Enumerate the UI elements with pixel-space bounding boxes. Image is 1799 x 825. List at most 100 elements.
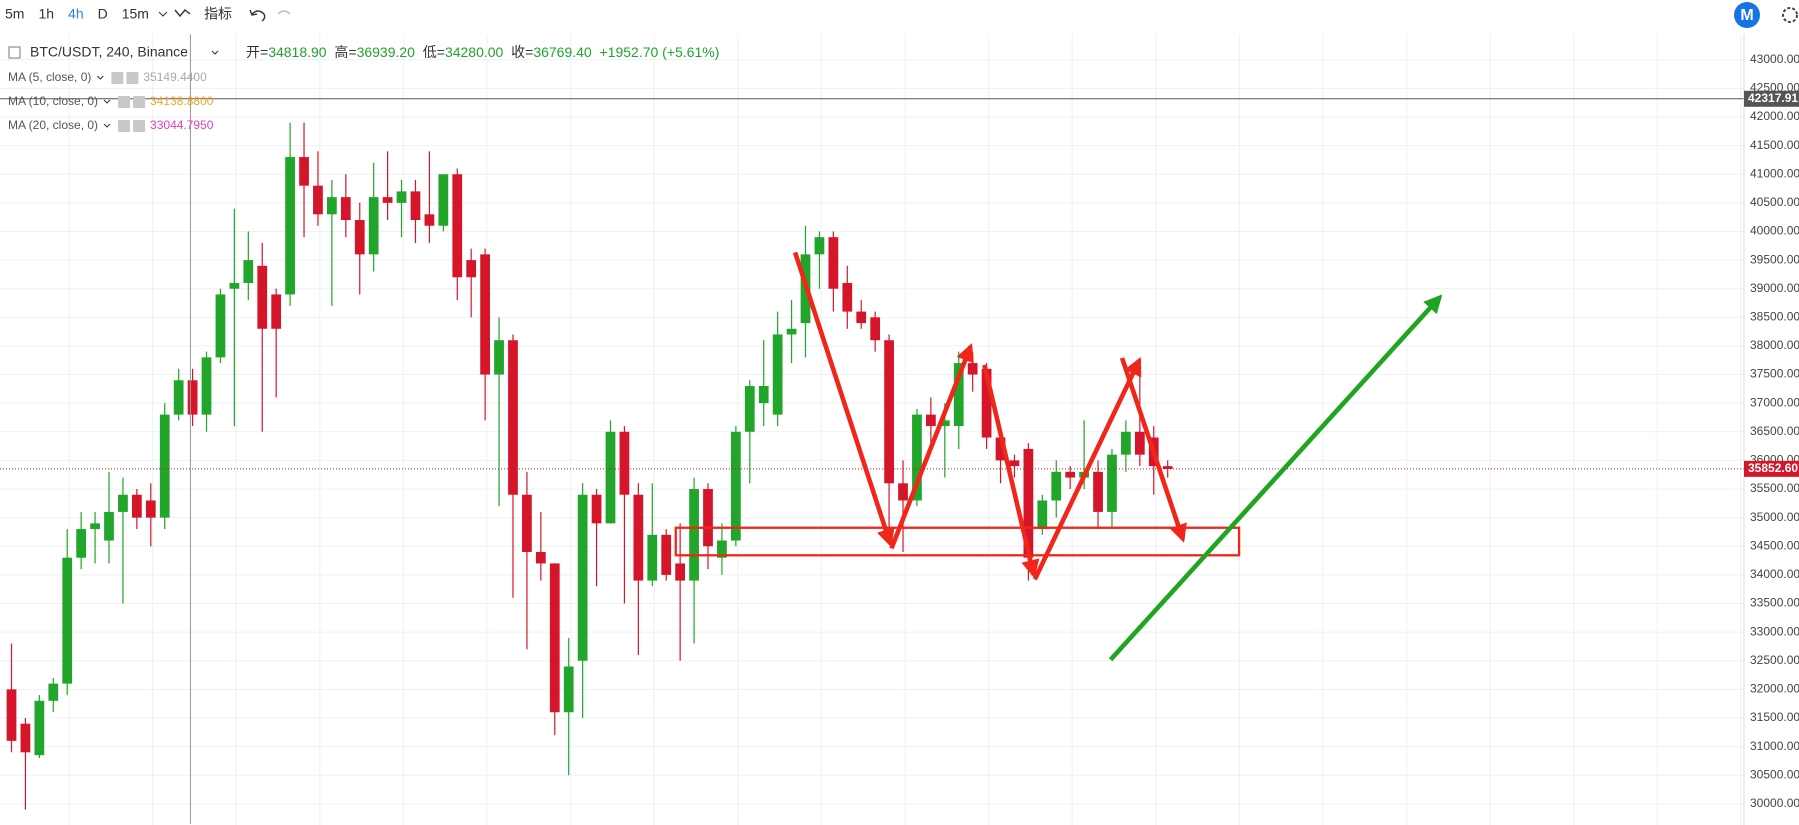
- visibility-icon: [111, 72, 124, 84]
- symbol-label: BTC/USDT, 240, Binance: [30, 44, 188, 60]
- remove-icon: [126, 72, 139, 84]
- candle-body: [842, 282, 853, 312]
- candle-body: [243, 260, 254, 283]
- candle-body: [6, 689, 17, 741]
- collapse-icon[interactable]: [8, 46, 21, 59]
- candle-body: [1009, 460, 1020, 467]
- y-tick-label: 30500.00: [1750, 767, 1799, 781]
- indicator-value: 35149.4400: [143, 70, 207, 84]
- candle-body: [730, 431, 741, 541]
- y-tick-label: 40000.00: [1750, 224, 1799, 238]
- candle-body: [619, 431, 630, 495]
- interval-button[interactable]: 15m: [122, 6, 149, 22]
- candle-body: [159, 414, 170, 518]
- indicator-name: MA (5, close, 0): [8, 70, 91, 84]
- interval-button[interactable]: 4h: [68, 6, 84, 22]
- candle-body: [340, 197, 351, 221]
- candle-body: [327, 197, 337, 215]
- settings[interactable]: [1782, 7, 1798, 23]
- indicator-legend: MA (5, close, 0) 35149.4400 MA (10, close,…: [8, 70, 214, 132]
- candle-body: [173, 380, 184, 415]
- candle-body: [856, 311, 867, 324]
- y-tick-label: 40500.00: [1750, 195, 1799, 209]
- arrow: [1108, 294, 1443, 662]
- candle-body: [953, 363, 964, 427]
- remove-icon: [133, 120, 146, 132]
- y-tick-label: 43000.00: [1750, 52, 1799, 66]
- candle-body: [786, 328, 797, 335]
- interval-button[interactable]: D: [98, 6, 108, 22]
- candle-body: [898, 483, 908, 501]
- indicator-value: 33044.7950: [150, 118, 214, 132]
- candle-body: [118, 494, 128, 512]
- candle-body: [912, 414, 922, 501]
- undo[interactable]: [249, 9, 266, 22]
- interval-button[interactable]: 1h: [38, 6, 54, 22]
- candle-body: [1051, 471, 1062, 501]
- readout-key: 收=: [511, 44, 533, 60]
- caret: [103, 123, 111, 128]
- readout-value: 36769.40: [533, 44, 592, 60]
- arrow: [889, 343, 974, 550]
- candle-body: [76, 529, 87, 558]
- candle-body: [549, 563, 560, 713]
- logo: [1734, 2, 1760, 28]
- visibility-icon: [118, 96, 131, 108]
- y-tick-label: 38500.00: [1750, 309, 1799, 323]
- candle-body: [215, 294, 226, 358]
- arrow: [1119, 357, 1187, 543]
- candle-body: [703, 489, 713, 547]
- y-tick-label: 32000.00: [1750, 682, 1799, 696]
- candle-body: [522, 494, 532, 552]
- y-tick-label: 34500.00: [1750, 538, 1799, 552]
- readout-key: 开=: [246, 44, 268, 60]
- candle-body: [508, 340, 518, 495]
- candle-body: [48, 683, 59, 701]
- candle-body: [368, 197, 379, 255]
- price-axis-labels: 30000.00 30500.00 31000.00 31500.00 32000.00…: [1744, 52, 1799, 810]
- candle-body: [1037, 500, 1048, 530]
- interval-button[interactable]: 5m: [5, 6, 24, 22]
- ohlc-readout: 开=34818.90 高=36939.20 低=34280.00 收=36769…: [246, 44, 727, 60]
- candle-body: [939, 420, 950, 427]
- candle-body: [396, 191, 407, 203]
- price-axis: [1744, 0, 1799, 825]
- candle-body: [1134, 431, 1145, 455]
- y-tick-label: 33000.00: [1750, 624, 1799, 638]
- readout-value: 36939.20: [357, 44, 416, 60]
- candle-body: [577, 494, 588, 661]
- candle-body: [926, 414, 936, 427]
- caret[interactable]: [211, 50, 219, 55]
- candle-body: [271, 294, 282, 329]
- candle-body: [563, 666, 574, 713]
- candle-body: [870, 317, 881, 341]
- price-label-bg: [1744, 90, 1799, 107]
- spacer: [592, 44, 600, 60]
- candle-body: [828, 237, 839, 289]
- candle-body: [1121, 431, 1131, 455]
- candle-body: [299, 157, 309, 186]
- candle-body: [605, 431, 616, 524]
- candle-body: [466, 260, 477, 278]
- indicators-button[interactable]: 指标: [204, 6, 232, 22]
- candle-body: [1023, 448, 1034, 558]
- candle-body: [1093, 471, 1103, 512]
- toolbar: 5m 1h 4h D 15m: [5, 6, 168, 22]
- price-label: 35852.60: [1748, 461, 1798, 475]
- candle-body: [438, 174, 449, 226]
- candle-body: [1107, 454, 1117, 512]
- plot: [0, 59, 1744, 810]
- candle-body: [480, 254, 490, 375]
- candle-body: [62, 557, 73, 684]
- y-tick-label: 37000.00: [1750, 395, 1799, 409]
- y-tick-label: 41500.00: [1750, 138, 1799, 152]
- readout-key: 高=: [334, 44, 356, 60]
- redo[interactable]: [277, 10, 291, 15]
- y-tick-label: 32500.00: [1750, 653, 1799, 667]
- y-tick-label: 41000.00: [1750, 166, 1799, 180]
- arrow: [982, 364, 1040, 579]
- candle-body: [20, 723, 31, 753]
- indicator-icon: [174, 9, 191, 18]
